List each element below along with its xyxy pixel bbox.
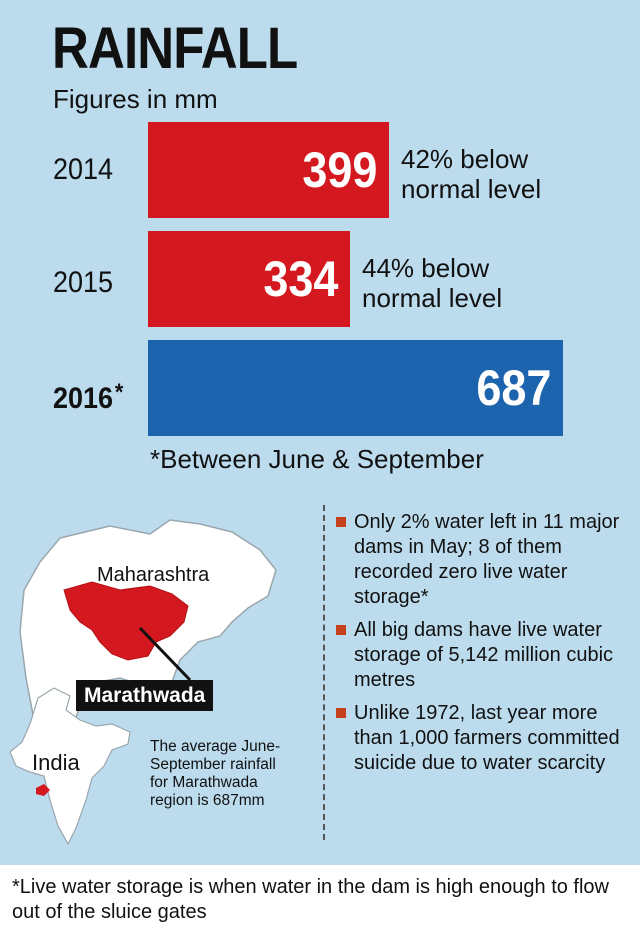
bar-value-2016: 687 [475,360,551,416]
year-label-2016: 2016* [53,379,124,415]
year-label-2015: 2015 [53,266,114,299]
bottom-footnote: *Live water storage is when water in the… [0,865,640,941]
annotation-2015: 44% below normal level [362,253,503,313]
bullet-square-icon [336,708,346,718]
map-label-india: India [32,750,80,775]
chart-footnote: *Between June & September [150,444,484,474]
bullet-list: Only 2% water left in 11 major dams in M… [336,510,626,784]
bullet-square-icon [336,517,346,527]
bullet-item: Only 2% water left in 11 major dams in M… [336,510,626,610]
map-label-marathwada: Marathwada [76,680,214,711]
bar-value-2014: 399 [301,142,377,198]
bar-2014: 399 [148,122,389,218]
bullet-item: Unlike 1972, last year more than 1,000 f… [336,701,626,776]
average-rainfall-note: The average June-September rainfall for … [150,738,281,809]
dashed-divider [323,505,325,840]
annotation-2014: 42% below normal level [401,144,542,204]
year-label-2014: 2014 [53,153,114,186]
bar-2015: 334 [148,231,350,327]
marathwada-shape [63,581,189,661]
map-label-maharashtra: Maharashtra [97,564,210,586]
asterisk-marker: * [114,379,124,406]
india-outline [9,687,131,846]
india-marathwada-dot [36,784,50,796]
chart-title: RAINFALL [52,16,298,81]
bar-value-2015: 334 [262,251,338,307]
bar-2016: 687 [148,340,563,436]
bullet-square-icon [336,625,346,635]
maharashtra-map [9,519,277,846]
chart-subtitle: Figures in mm [53,84,218,114]
bullet-item: All big dams have live water storage of … [336,618,626,693]
pointer-line [138,626,192,682]
